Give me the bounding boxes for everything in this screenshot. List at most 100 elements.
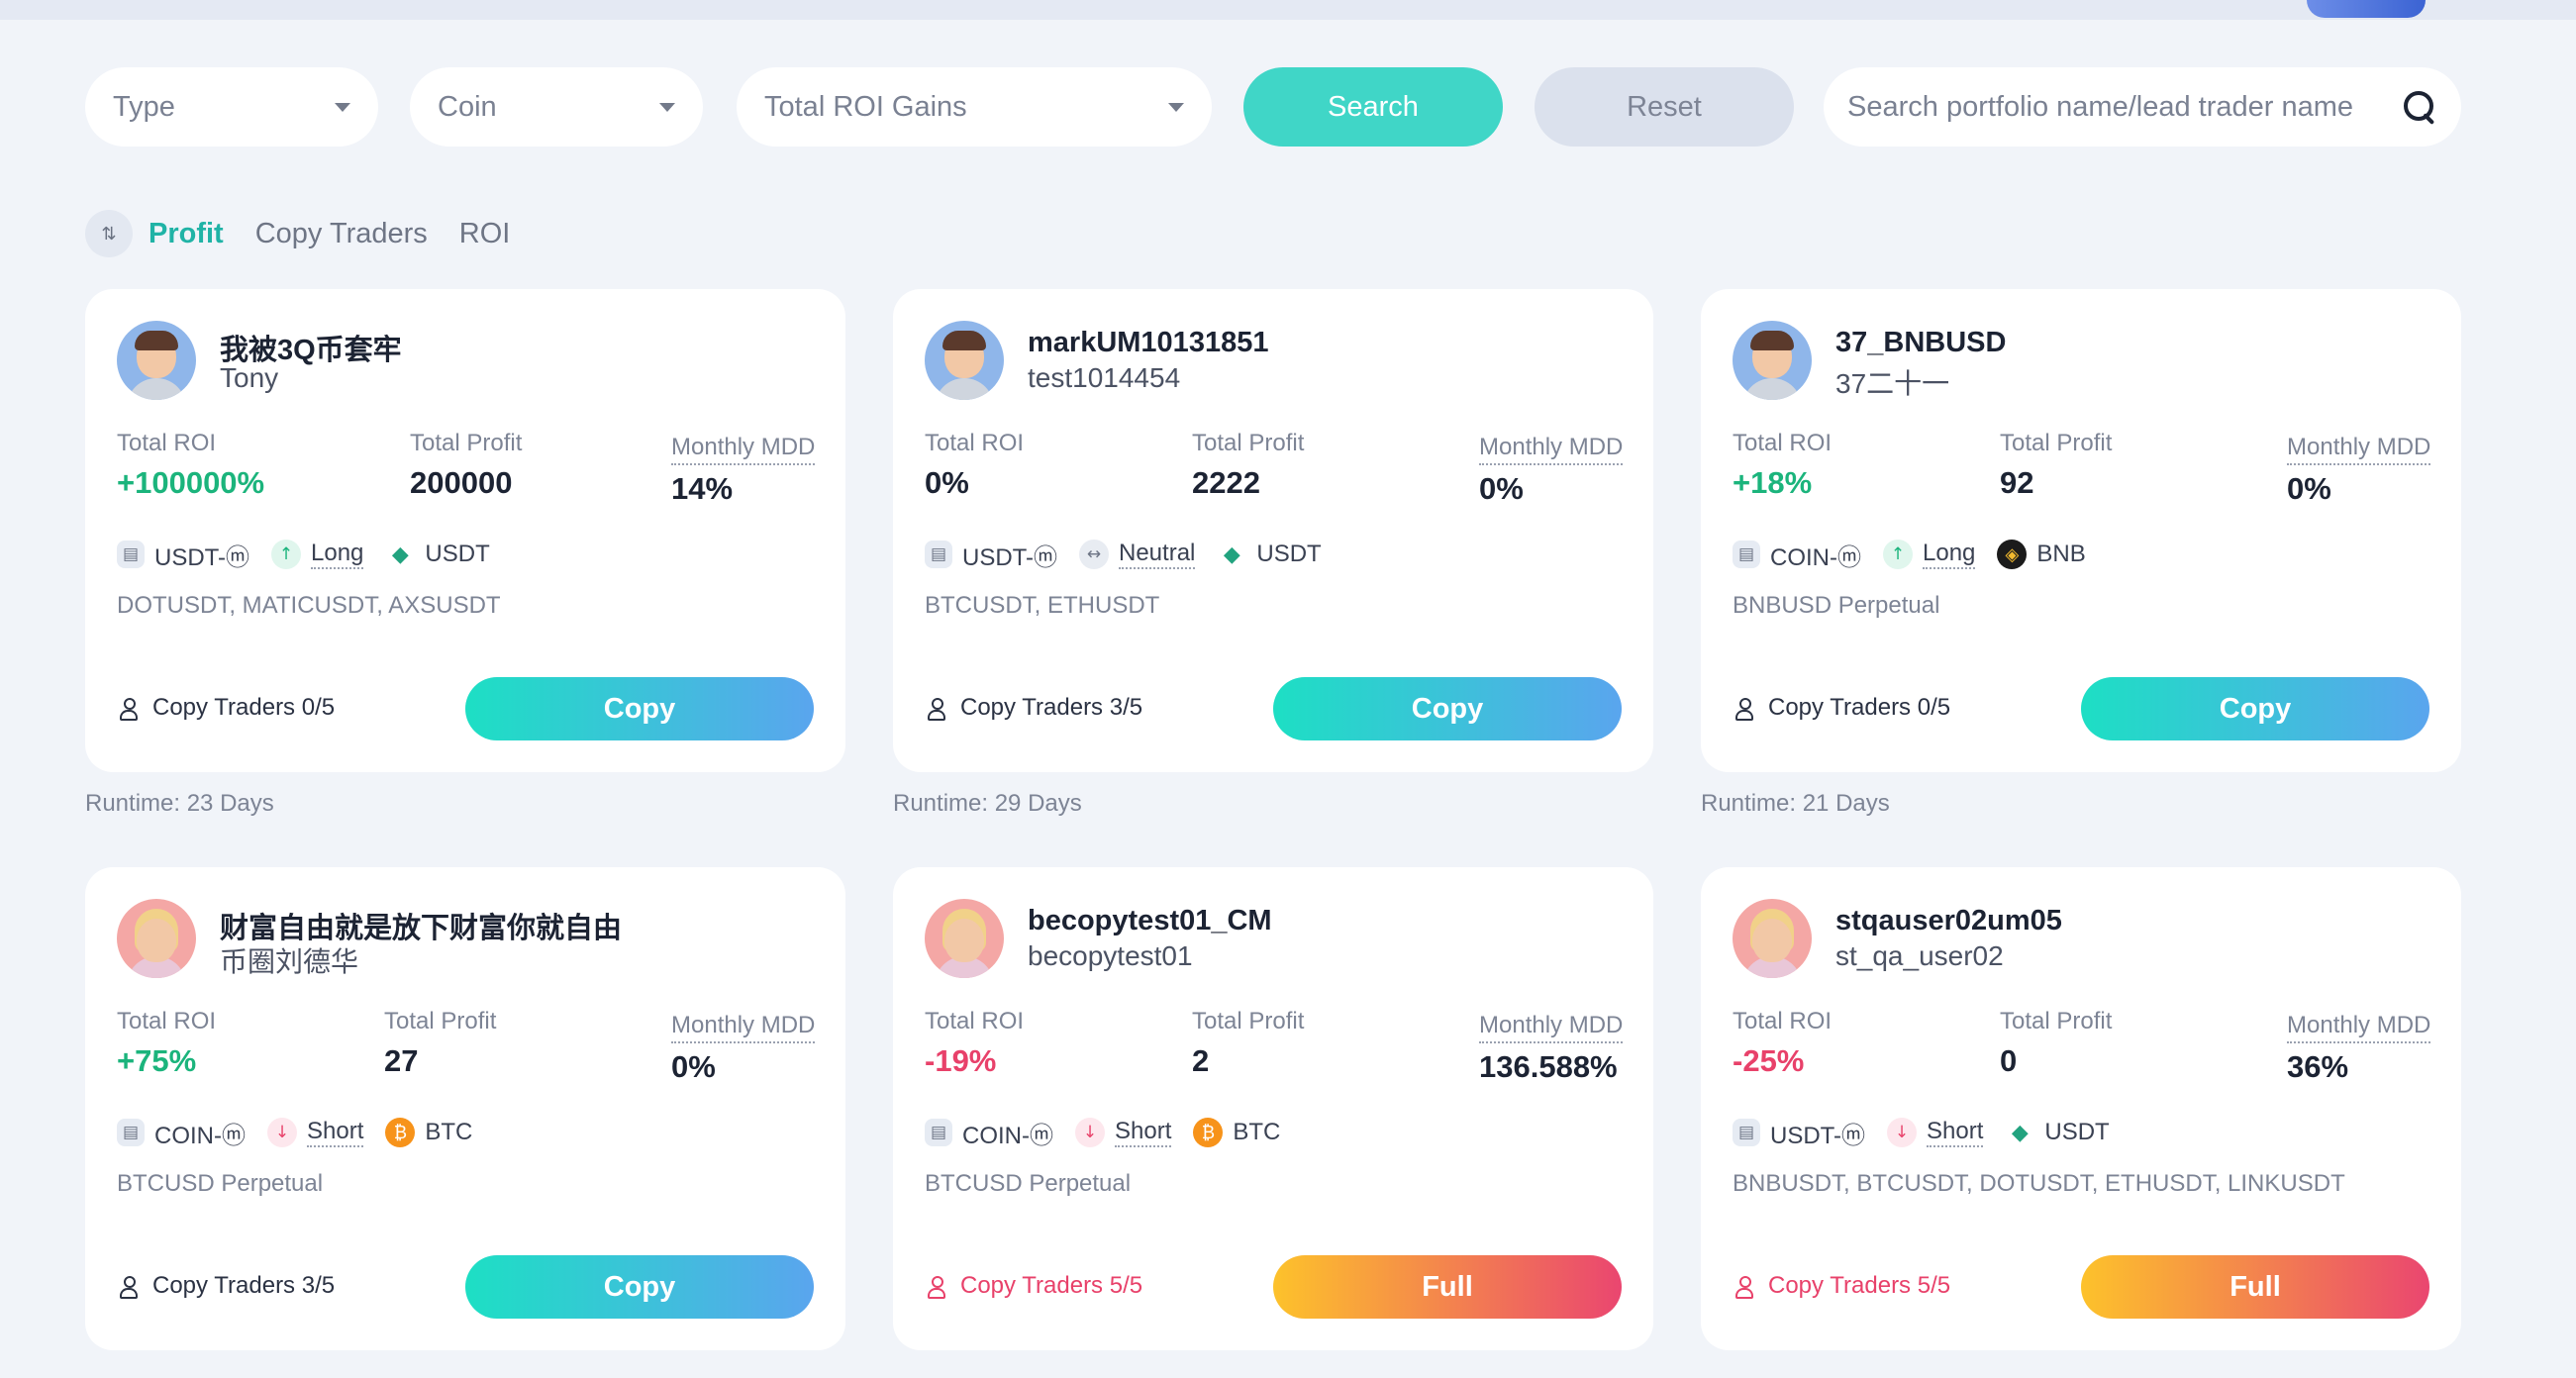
monthly-mdd-label[interactable]: Monthly MDD (1479, 434, 1624, 465)
monthly-mdd-label[interactable]: Monthly MDD (671, 1012, 816, 1043)
full-button[interactable]: Full (1273, 1255, 1622, 1319)
sort-order-icon[interactable]: ⇅ (85, 210, 133, 257)
portfolio-card[interactable]: 我被3Q币套牢 Tony Total ROI Total Profit Mont… (85, 289, 845, 772)
usdt-icon: ◆ (391, 541, 409, 567)
portfolio-card-wrapper: 37_BNBUSD 37二十一 Total ROI Total Profit M… (1701, 289, 2461, 820)
total-roi-value: +100000% (117, 465, 265, 500)
lead-trader-name: Tony (220, 362, 279, 393)
total-profit-value: 92 (2000, 465, 2034, 500)
copy-button[interactable]: Copy (465, 1255, 814, 1319)
portfolio-card[interactable]: becopytest01_CM becopytest01 Total ROI T… (893, 867, 1653, 1350)
direction-label[interactable]: Short (307, 1118, 364, 1147)
contract-type: COIN-ⓜ (154, 1122, 246, 1149)
contract-icon: ▤ (117, 541, 145, 568)
avatar-hair-shape (135, 331, 178, 350)
contract-tag: ▤ COIN-ⓜ (117, 1116, 246, 1150)
lead-trader-name: 37二十一 (1835, 368, 1950, 399)
asset-label: BNB (2036, 541, 2086, 567)
usdt-icon: ◆ (1223, 541, 1240, 567)
total-profit-label: Total Profit (410, 430, 523, 456)
filter-bar: Type Coin Total ROI Gains Search Reset (85, 67, 2461, 147)
sort-metric-select[interactable]: Total ROI Gains (737, 67, 1212, 147)
copy-button[interactable]: Copy (2081, 677, 2429, 740)
search-input[interactable] (1847, 90, 2382, 124)
total-profit-label: Total Profit (384, 1008, 497, 1034)
contract-tag: ▤ COIN-ⓜ (925, 1116, 1053, 1150)
avatar-body-shape (935, 956, 994, 978)
direction-tag: ↑ Long (271, 540, 364, 569)
portfolio-card[interactable]: stqauser02um05 st_qa_user02 Total ROI To… (1701, 867, 2461, 1350)
direction-tag: ↓ Short (1075, 1118, 1172, 1147)
total-profit-label: Total Profit (2000, 430, 2113, 456)
contract-icon: ▤ (1733, 1119, 1760, 1146)
portfolio-card[interactable]: 财富自由就是放下财富你就自由 币圈刘德华 Total ROI Total Pro… (85, 867, 845, 1350)
portfolio-tags: ▤ COIN-ⓜ ↑ Long ◈ BNB (1733, 537, 2108, 572)
contract-tag: ▤ COIN-ⓜ (1733, 538, 1861, 572)
portfolio-name[interactable]: 我被3Q币套牢 (220, 335, 402, 366)
asset-tag: ◆ USDT (2005, 1118, 2110, 1147)
portfolio-name[interactable]: 37_BNBUSD (1835, 327, 2007, 358)
total-roi-label: Total ROI (925, 1008, 1025, 1034)
portfolio-tags: ▤ USDT-ⓜ ↑ Long ◆ USDT (117, 537, 512, 572)
avatar-head-shape (1752, 919, 1792, 962)
portfolio-tags: ▤ USDT-ⓜ ↔ Neutral ◆ USDT (925, 537, 1343, 572)
chevron-down-icon (1168, 102, 1184, 112)
full-button[interactable]: Full (2081, 1255, 2429, 1319)
direction-label[interactable]: Neutral (1119, 540, 1196, 569)
monthly-mdd-label[interactable]: Monthly MDD (2287, 434, 2431, 465)
user-icon (925, 1274, 948, 1299)
reset-button[interactable]: Reset (1535, 67, 1794, 147)
portfolio-name[interactable]: becopytest01_CM (1028, 905, 1272, 936)
portfolio-name[interactable]: markUM10131851 (1028, 327, 1269, 358)
direction-label[interactable]: Short (1115, 1118, 1172, 1147)
asset-label: USDT (425, 541, 490, 567)
total-roi-label: Total ROI (1733, 1008, 1833, 1034)
search-button[interactable]: Search (1243, 67, 1503, 147)
coin-select[interactable]: Coin (410, 67, 703, 147)
portfolio-name[interactable]: 财富自由就是放下财富你就自由 (220, 913, 623, 944)
portfolio-name[interactable]: stqauser02um05 (1835, 905, 2062, 936)
portfolio-card[interactable]: markUM10131851 test1014454 Total ROI Tot… (893, 289, 1653, 772)
monthly-mdd-label[interactable]: Monthly MDD (2287, 1012, 2431, 1043)
trading-symbols: BTCUSD Perpetual (117, 1170, 324, 1197)
tab-roi[interactable]: ROI (458, 217, 511, 249)
search-icon[interactable] (2402, 89, 2437, 125)
user-icon (1733, 1274, 1756, 1299)
monthly-mdd-label[interactable]: Monthly MDD (1479, 1012, 1624, 1043)
asset-label: USDT (1256, 541, 1322, 567)
monthly-mdd-label[interactable]: Monthly MDD (671, 434, 816, 465)
total-roi-value: -19% (925, 1043, 997, 1078)
portfolio-card[interactable]: 37_BNBUSD 37二十一 Total ROI Total Profit M… (1701, 289, 2461, 772)
direction-label[interactable]: Short (1927, 1118, 1984, 1147)
copy-traders-count: Copy Traders 3/5 (925, 693, 1142, 723)
usdt-icon: ◆ (2011, 1120, 2029, 1145)
avatar (925, 321, 1004, 400)
arrow-down-icon: ↓ (267, 1118, 297, 1147)
direction-tag: ↓ Short (1887, 1118, 1984, 1147)
type-select[interactable]: Type (85, 67, 378, 147)
total-roi-value: +75% (117, 1043, 197, 1078)
total-profit-value: 2222 (1192, 465, 1260, 500)
avatar-hair-shape (1750, 331, 1794, 350)
user-icon (117, 696, 141, 721)
direction-label[interactable]: Long (1923, 540, 1976, 569)
copy-traders-label: Copy Traders 3/5 (960, 694, 1143, 721)
contract-type: USDT-ⓜ (154, 543, 249, 571)
avatar-head-shape (944, 919, 984, 962)
asset-tag: ₿ BTC (1193, 1118, 1280, 1147)
trading-symbols: DOTUSDT, MATICUSDT, AXSUSDT (117, 592, 501, 619)
arrow-up-icon: ↑ (271, 540, 301, 569)
decorative-banner-shape (2307, 0, 2426, 18)
copy-button[interactable]: Copy (1273, 677, 1622, 740)
monthly-mdd-value: 0% (1479, 471, 1524, 506)
total-profit-value: 2 (1192, 1043, 1210, 1078)
total-profit-label: Total Profit (1192, 1008, 1305, 1034)
asset-label: USDT (2044, 1119, 2110, 1145)
bnb-icon: ◈ (1997, 540, 2028, 569)
tab-copy-traders[interactable]: Copy Traders (254, 217, 428, 249)
copy-button[interactable]: Copy (465, 677, 814, 740)
lead-trader-name: st_qa_user02 (1835, 940, 2004, 971)
tab-profit[interactable]: Profit (149, 217, 224, 249)
portfolio-card-wrapper: becopytest01_CM becopytest01 Total ROI T… (893, 867, 1653, 1350)
direction-label[interactable]: Long (311, 540, 364, 569)
